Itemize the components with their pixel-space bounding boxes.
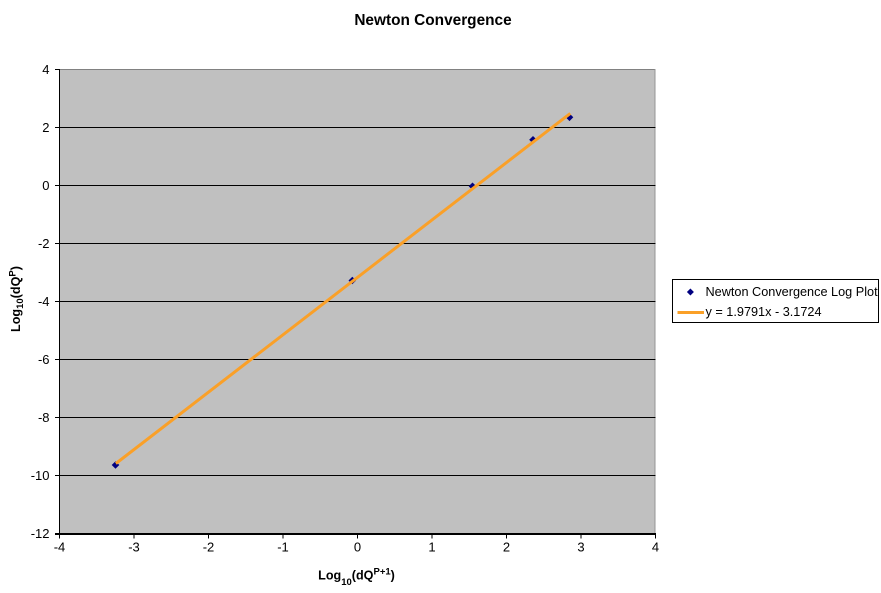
svg-text:-2: -2 [203,540,215,555]
svg-text:-1: -1 [277,540,289,555]
svg-text:Log10(dQP+1): Log10(dQP+1) [318,567,395,589]
svg-text:-2: -2 [38,236,50,251]
svg-text:-3: -3 [128,540,140,555]
svg-text:1: 1 [428,540,435,555]
svg-text:4: 4 [652,540,659,555]
svg-text:4: 4 [42,62,49,77]
svg-text:-6: -6 [38,352,50,367]
svg-text:Log10(dQP): Log10(dQP) [8,266,27,332]
svg-text:-4: -4 [54,540,66,555]
svg-text:Newton Convergence Log Plot: Newton Convergence Log Plot [706,285,879,299]
svg-text:2: 2 [42,120,49,135]
svg-text:-12: -12 [31,526,50,541]
svg-text:0: 0 [42,178,49,193]
svg-text:-10: -10 [31,468,50,483]
svg-text:-4: -4 [38,294,50,309]
svg-text:-8: -8 [38,410,50,425]
svg-text:Newton Convergence: Newton Convergence [354,12,512,29]
svg-text:y = 1.9791x - 3.1724: y = 1.9791x - 3.1724 [706,305,822,319]
svg-text:2: 2 [503,540,510,555]
svg-text:0: 0 [354,540,361,555]
svg-text:3: 3 [577,540,584,555]
